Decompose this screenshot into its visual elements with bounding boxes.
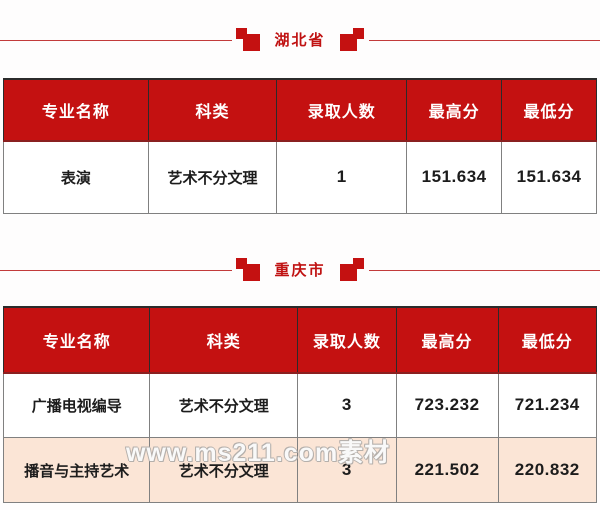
divider-line <box>368 39 600 41</box>
section-title-chongqing: 重庆市 <box>274 262 326 279</box>
col-header-min-score: 最低分 <box>501 78 597 142</box>
pixel-squares-icon <box>235 27 261 53</box>
scores-table-hubei: 专业名称 科类 录取人数 最高分 最低分 表演 艺术不分文理 1 151.634… <box>3 78 597 214</box>
pixel-squares-icon <box>339 258 365 283</box>
cell-count: 3 <box>297 372 397 438</box>
cell-major: 表演 <box>3 140 149 214</box>
section-header-hubei: 湖北省 <box>0 25 600 55</box>
cell-min-score: 721.234 <box>497 372 598 438</box>
cell-category: 艺术不分文理 <box>147 140 278 214</box>
col-header-min-score: 最低分 <box>497 306 598 374</box>
col-header-category: 科类 <box>149 306 299 374</box>
cell-count: 3 <box>297 437 397 503</box>
cell-max-score: 151.634 <box>406 140 503 214</box>
cell-major: 广播电视编导 <box>2 372 151 438</box>
table-header-row: 专业名称 科类 录取人数 最高分 最低分 <box>3 78 597 142</box>
scores-table-chongqing: 专业名称 科类 录取人数 最高分 最低分 广播电视编导 艺术不分文理 3 723… <box>2 305 598 503</box>
pixel-squares-icon <box>235 258 261 283</box>
divider-line <box>0 39 232 41</box>
table-row: 播音与主持艺术 艺术不分文理 3 221.502 220.832 <box>2 437 598 503</box>
table-row: 广播电视编导 艺术不分文理 3 723.232 721.234 <box>2 372 598 438</box>
divider-line <box>368 270 600 271</box>
table-row: 表演 艺术不分文理 1 151.634 151.634 <box>3 140 597 214</box>
cell-category: 艺术不分文理 <box>149 372 299 438</box>
col-header-category: 科类 <box>147 78 278 142</box>
cell-min-score: 220.832 <box>497 437 598 503</box>
col-header-major: 专业名称 <box>3 78 149 142</box>
table-header-row: 专业名称 科类 录取人数 最高分 最低分 <box>2 306 598 374</box>
divider-line <box>0 270 232 271</box>
col-header-count: 录取人数 <box>276 78 408 142</box>
pixel-squares-icon <box>339 27 365 53</box>
cell-category: 艺术不分文理 <box>149 437 299 503</box>
cell-min-score: 151.634 <box>501 140 597 214</box>
section-title-hubei: 湖北省 <box>274 31 326 49</box>
col-header-max-score: 最高分 <box>406 78 503 142</box>
cell-max-score: 221.502 <box>395 437 499 503</box>
section-header-chongqing: 重庆市 <box>0 256 600 286</box>
col-header-count: 录取人数 <box>297 306 397 374</box>
col-header-major: 专业名称 <box>2 306 151 374</box>
cell-major: 播音与主持艺术 <box>2 437 151 503</box>
cell-max-score: 723.232 <box>395 372 499 438</box>
col-header-max-score: 最高分 <box>395 306 499 374</box>
cell-count: 1 <box>276 140 408 214</box>
